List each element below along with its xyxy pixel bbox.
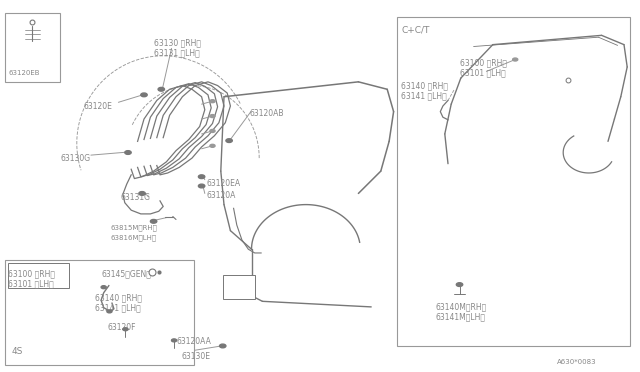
Text: 63141 〈LH〉: 63141 〈LH〉 [401,91,447,100]
Text: 63131G: 63131G [120,193,150,202]
Text: 63120F: 63120F [108,323,136,332]
Text: 63120E: 63120E [83,102,112,110]
Text: 63130 〈RH〉: 63130 〈RH〉 [154,38,200,47]
Circle shape [125,151,131,154]
Circle shape [210,100,215,103]
Circle shape [101,286,106,289]
Text: 63101 〈LH〉: 63101 〈LH〉 [460,69,505,78]
Text: 63120AB: 63120AB [250,109,284,118]
Circle shape [198,175,205,179]
Bar [5,13,60,82]
Circle shape [210,129,215,132]
Text: 63120AA: 63120AA [177,337,211,346]
Text: 63101 〈LH〉: 63101 〈LH〉 [8,279,53,288]
Circle shape [139,192,145,195]
Circle shape [226,139,232,142]
Text: A630*0083: A630*0083 [557,359,596,365]
Text: C+C/T: C+C/T [401,25,429,34]
Text: 63141 〈LH〉: 63141 〈LH〉 [95,303,140,312]
Bar [223,275,255,299]
Circle shape [220,344,226,348]
Circle shape [158,87,164,91]
Text: 63130E: 63130E [181,352,210,361]
Text: 63120EA: 63120EA [206,179,240,187]
Circle shape [210,115,215,118]
Bar [5,260,194,365]
Circle shape [172,339,177,342]
Text: 63815M〈RH〉: 63815M〈RH〉 [110,224,157,231]
Text: 63130G: 63130G [61,154,91,163]
Circle shape [513,58,518,61]
Circle shape [198,184,205,188]
Text: 63140 〈RH〉: 63140 〈RH〉 [95,293,141,302]
Text: 63140M〈RH〉: 63140M〈RH〉 [435,302,486,311]
Circle shape [141,93,147,97]
Text: 63816M〈LH〉: 63816M〈LH〉 [110,235,156,241]
Circle shape [210,144,215,147]
Text: 63140 〈RH〉: 63140 〈RH〉 [401,81,448,90]
Bar [8,263,69,288]
Text: 63100 〈RH〉: 63100 〈RH〉 [8,269,54,278]
Text: 63141M〈LH〉: 63141M〈LH〉 [435,312,485,321]
Text: 63145〈GEN〉: 63145〈GEN〉 [101,269,151,278]
Circle shape [456,283,463,286]
Circle shape [150,219,157,223]
Text: 63120A: 63120A [206,191,236,200]
Bar [397,17,630,346]
Circle shape [107,310,112,313]
Text: 63100 〈RH〉: 63100 〈RH〉 [460,59,506,68]
Text: 63131 〈LH〉: 63131 〈LH〉 [154,48,199,57]
Text: 63120EB: 63120EB [8,70,40,76]
Text: 4S: 4S [12,347,23,356]
Circle shape [123,328,128,331]
